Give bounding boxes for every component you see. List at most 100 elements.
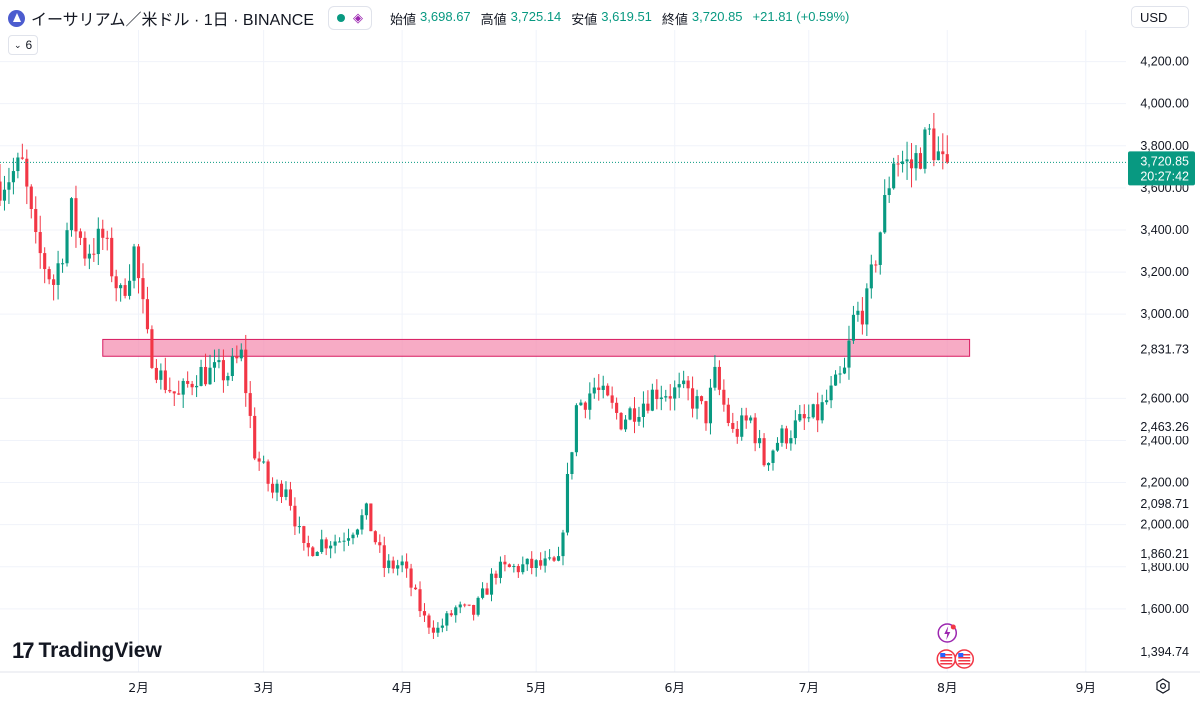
candle[interactable]	[329, 545, 333, 549]
candle[interactable]	[883, 195, 887, 233]
candle[interactable]	[534, 560, 538, 568]
candle[interactable]	[65, 230, 69, 264]
candle[interactable]	[333, 541, 337, 546]
candle[interactable]	[615, 402, 619, 413]
candle[interactable]	[825, 400, 829, 403]
candle[interactable]	[820, 402, 824, 421]
candle[interactable]	[203, 366, 208, 385]
candle[interactable]	[431, 627, 435, 633]
candle[interactable]	[436, 627, 440, 633]
indicators-toggle-button[interactable]: ⌄ 6	[8, 35, 39, 55]
candle[interactable]	[802, 414, 806, 419]
candle[interactable]	[7, 182, 11, 190]
candle[interactable]	[847, 340, 851, 368]
candle[interactable]	[623, 419, 628, 430]
candle[interactable]	[212, 362, 217, 368]
candle[interactable]	[927, 128, 931, 130]
candle[interactable]	[731, 422, 735, 429]
candle[interactable]	[588, 393, 592, 410]
candle[interactable]	[646, 403, 650, 411]
candle[interactable]	[405, 561, 409, 569]
candle[interactable]	[275, 483, 279, 493]
candle[interactable]	[941, 151, 945, 155]
candle[interactable]	[369, 503, 373, 532]
candle[interactable]	[521, 564, 525, 573]
current-price-tag[interactable]	[1128, 151, 1195, 186]
candle[interactable]	[266, 461, 270, 484]
candle[interactable]	[682, 380, 686, 385]
candle[interactable]	[119, 285, 123, 289]
candle[interactable]	[583, 402, 587, 410]
candle[interactable]	[485, 588, 489, 595]
candle[interactable]	[351, 534, 355, 539]
candle[interactable]	[20, 157, 24, 159]
candle[interactable]	[539, 560, 543, 566]
candle[interactable]	[650, 389, 654, 411]
candle[interactable]	[874, 264, 878, 266]
candle[interactable]	[659, 397, 663, 400]
candle[interactable]	[150, 329, 154, 368]
candle[interactable]	[655, 389, 659, 400]
candle[interactable]	[467, 604, 471, 606]
candle[interactable]	[793, 420, 797, 439]
symbol-title[interactable]: イーサリアム／米ドル · 1日 · BINANCE	[31, 12, 315, 29]
candle[interactable]	[807, 417, 811, 419]
candle[interactable]	[489, 573, 494, 595]
us-flag-event-icon[interactable]	[936, 649, 957, 669]
candle[interactable]	[34, 208, 38, 233]
candle[interactable]	[413, 587, 418, 590]
candle[interactable]	[753, 417, 757, 444]
candle[interactable]	[829, 385, 833, 401]
candle[interactable]	[463, 604, 467, 606]
candle[interactable]	[248, 393, 252, 416]
candle[interactable]	[530, 558, 534, 568]
candle[interactable]	[699, 396, 704, 402]
candle[interactable]	[360, 515, 364, 530]
candle[interactable]	[136, 246, 141, 279]
candle[interactable]	[735, 428, 739, 437]
candle[interactable]	[190, 383, 194, 388]
candle[interactable]	[695, 396, 699, 409]
candle[interactable]	[0, 181, 2, 201]
candle[interactable]	[458, 604, 462, 608]
candle[interactable]	[288, 489, 293, 506]
candle[interactable]	[172, 391, 176, 394]
candle[interactable]	[235, 356, 239, 359]
candle[interactable]	[409, 568, 413, 588]
candle[interactable]	[168, 389, 172, 392]
tradingview-logo[interactable]: 17 TradingView	[12, 638, 162, 664]
candle[interactable]	[382, 545, 386, 568]
candle[interactable]	[945, 154, 949, 163]
candle[interactable]	[338, 541, 342, 543]
candle[interactable]	[445, 613, 449, 626]
candle[interactable]	[775, 442, 780, 451]
candle[interactable]	[29, 186, 33, 209]
candle[interactable]	[221, 360, 225, 381]
candle[interactable]	[2, 189, 7, 201]
candle[interactable]	[717, 366, 721, 390]
candle[interactable]	[378, 542, 382, 546]
candle[interactable]	[722, 389, 726, 405]
candle[interactable]	[932, 128, 936, 161]
candle[interactable]	[632, 408, 637, 422]
candle[interactable]	[525, 558, 529, 565]
candle[interactable]	[476, 597, 480, 615]
candle[interactable]	[552, 557, 556, 561]
candle[interactable]	[418, 589, 422, 612]
candle[interactable]	[253, 415, 257, 459]
candle[interactable]	[244, 349, 248, 394]
candle[interactable]	[25, 158, 29, 187]
candle[interactable]	[110, 237, 114, 277]
candle[interactable]	[145, 299, 150, 330]
candle[interactable]	[561, 532, 565, 557]
candle[interactable]	[833, 374, 838, 386]
candle[interactable]	[132, 246, 136, 281]
candle[interactable]	[74, 198, 78, 232]
candle[interactable]	[516, 566, 520, 573]
candle[interactable]	[548, 557, 552, 559]
candle[interactable]	[257, 458, 261, 462]
candle[interactable]	[52, 279, 56, 285]
candle[interactable]	[565, 473, 570, 533]
